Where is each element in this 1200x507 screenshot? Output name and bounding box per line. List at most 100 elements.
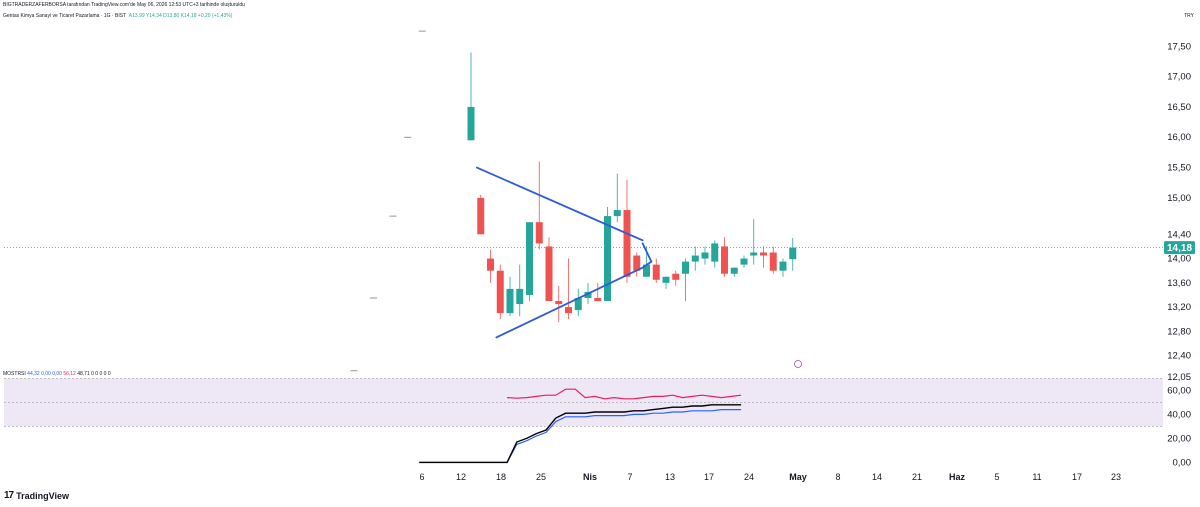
- rsi-y-tick-label: 20,00: [1167, 433, 1191, 444]
- x-tick-label: 17: [1072, 472, 1082, 482]
- rsi-y-tick-label: 40,00: [1167, 409, 1191, 420]
- x-axis: 6 12 18 25 Nis 7 13 17 24 May 8 14 21 Haz 5 11 17 23: [419, 472, 1121, 482]
- tradingview-name: TradingView: [16, 490, 69, 501]
- rsi-line: [507, 388, 742, 400]
- candle-body: [487, 258, 494, 271]
- candle-body: [662, 276, 670, 283]
- y-tick-label: 17,50: [1167, 41, 1191, 52]
- candle-body: [789, 247, 797, 260]
- candle-body: [652, 264, 660, 280]
- y-tick-label: 12,80: [1167, 326, 1191, 337]
- y-tick-label: 14,00: [1167, 254, 1191, 265]
- trendline: [641, 260, 653, 269]
- triangle-trendlines: [475, 166, 653, 339]
- candle-body: [594, 297, 602, 302]
- indicator-name: MOSTRSI: [3, 371, 26, 377]
- candle-body: [506, 288, 514, 314]
- candle-body: [565, 307, 572, 314]
- y-tick-label: 15,50: [1167, 163, 1191, 174]
- rsi-y-tick-label: 0,00: [1173, 457, 1192, 468]
- indicator-lines: [419, 360, 802, 464]
- candle-body: [623, 210, 631, 277]
- candle-body: [643, 264, 650, 277]
- y-tick-label: 17,00: [1167, 72, 1191, 83]
- y-tick-label: 12,05: [1167, 372, 1191, 383]
- event-marker-icon: [794, 360, 802, 368]
- gap-markers: [350, 30, 426, 372]
- x-tick-label: 24: [744, 472, 754, 482]
- indicator-values-blue: 44,32 0,00 0,00: [27, 371, 62, 377]
- x-tick-label: 8: [835, 472, 840, 482]
- x-tick-label: 18: [496, 472, 506, 482]
- x-tick-label: 6: [419, 472, 424, 482]
- symbol-legend: Gentas Kimya Sanayi ve Ticaret Pazarlama…: [3, 13, 232, 19]
- last-price-label: 14,18: [1167, 243, 1192, 254]
- x-tick-label: Nis: [583, 472, 597, 482]
- ohlc-values: A13,99 Y14,34 D13,80 K14,18 +0,20 (+1,43…: [128, 13, 233, 19]
- candles: [467, 52, 797, 323]
- x-tick-label: 21: [912, 472, 922, 482]
- candle-body: [760, 252, 767, 256]
- tradingview-logo-icon: 17: [4, 490, 14, 501]
- trendline: [495, 266, 644, 339]
- x-tick-label: 11: [1032, 472, 1041, 482]
- candle-body: [633, 255, 641, 271]
- candle-body: [555, 301, 563, 305]
- candle-body: [584, 291, 592, 298]
- y-tick-label: 16,00: [1167, 132, 1191, 143]
- y-tick-label: 13,20: [1167, 302, 1191, 313]
- candle-body: [574, 297, 582, 311]
- tradingview-brand[interactable]: 17 TradingView: [4, 490, 69, 501]
- candle-body: [740, 258, 748, 265]
- symbol-name[interactable]: Gentas Kimya Sanayi ve Ticaret Pazarlama…: [3, 13, 127, 19]
- most-line: [419, 404, 742, 464]
- candle-body: [526, 222, 533, 295]
- candle-body: [516, 288, 524, 305]
- currency-label: TRY: [1184, 13, 1194, 19]
- x-tick-label: 17: [704, 472, 714, 482]
- candle-body: [467, 106, 475, 141]
- x-tick-label: 13: [665, 472, 675, 482]
- candle-body: [711, 243, 719, 262]
- candle-body: [604, 216, 611, 302]
- last-price: 14,18: [4, 241, 1195, 255]
- x-tick-label: 12: [456, 472, 466, 482]
- author-line: BIGTRADERZAFERBORSA tarafından TradingVi…: [3, 2, 245, 8]
- trendline: [475, 166, 644, 242]
- candle-body: [613, 210, 621, 217]
- x-tick-label: 14: [872, 472, 882, 482]
- x-tick-label: 5: [994, 472, 999, 482]
- candle-body: [535, 222, 543, 244]
- candle-body: [721, 246, 728, 274]
- last-price-badge: [1164, 241, 1195, 255]
- indicator-values-rest: 48,71 0 0 0 0 0: [77, 371, 111, 377]
- candle-body: [496, 270, 504, 314]
- y-tick-label: 16,50: [1167, 102, 1191, 113]
- candle-body: [750, 252, 758, 256]
- y-axis: 17,50 17,00 16,50 16,00 15,50 15,00 14,40 14,00…: [1167, 41, 1191, 468]
- trendline: [641, 242, 653, 263]
- candle-body: [730, 267, 738, 274]
- x-tick-label: 25: [536, 472, 546, 482]
- x-tick-label: 7: [627, 472, 632, 482]
- candle-body: [545, 246, 553, 302]
- rsi-pane-background: [4, 378, 1163, 427]
- candle-body: [779, 261, 787, 271]
- x-tick-label: Haz: [949, 472, 966, 482]
- candle-body: [701, 252, 709, 259]
- indicator-values-pink: 56,12: [63, 371, 76, 377]
- y-tick-label: 13,60: [1167, 278, 1191, 289]
- candle-body: [477, 197, 485, 235]
- y-tick-label: 14,40: [1167, 229, 1191, 240]
- rsi-y-tick-label: 60,00: [1167, 385, 1191, 396]
- candle-body: [682, 261, 689, 274]
- x-tick-label: 23: [1111, 472, 1121, 482]
- x-tick-label: May: [789, 472, 807, 482]
- y-tick-label: 12,40: [1167, 351, 1191, 362]
- indicator-legend[interactable]: MOSTRSI 44,32 0,00 0,00 56,12 48,71 0 0 …: [3, 371, 111, 377]
- y-tick-label: 15,00: [1167, 193, 1191, 204]
- candle-body: [691, 255, 699, 262]
- candle-body: [672, 273, 680, 280]
- candle-body: [769, 252, 777, 271]
